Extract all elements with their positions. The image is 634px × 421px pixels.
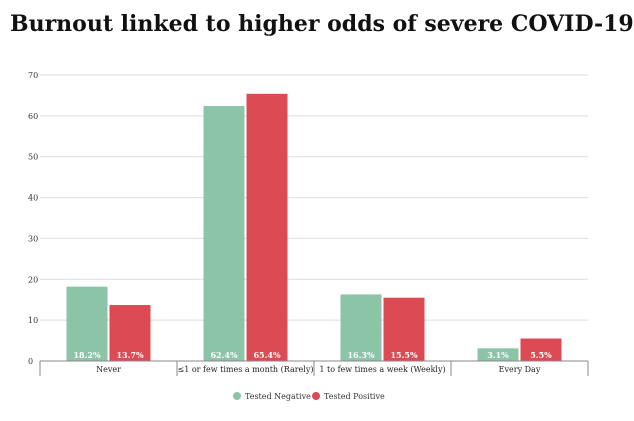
data-label: 62.4% xyxy=(210,350,237,360)
data-label: 16.3% xyxy=(347,350,374,360)
grid-layer xyxy=(40,74,588,321)
bar-tested-negative xyxy=(477,348,519,361)
data-label: 65.4% xyxy=(253,350,280,360)
legend-swatch xyxy=(233,392,241,400)
bar-tested-positive xyxy=(109,305,151,361)
bar-tested-positive xyxy=(520,338,562,361)
legend-label: Tested Negative xyxy=(245,392,311,401)
data-label: 15.5% xyxy=(390,350,417,360)
bar-tested-positive xyxy=(383,297,425,361)
y-tick-label: 0 xyxy=(28,357,33,366)
y-tick-label: 30 xyxy=(28,234,38,243)
data-label: 5.5% xyxy=(530,350,552,360)
y-tick-label: 60 xyxy=(28,112,38,121)
data-label: 3.1% xyxy=(487,350,509,360)
bar-tested-negative xyxy=(340,294,382,361)
y-tick-label: 70 xyxy=(28,71,38,80)
bar-tested-negative xyxy=(66,286,108,361)
category-label: Never xyxy=(96,365,121,374)
category-label: 1 to few times a week (Weekly) xyxy=(319,365,445,374)
y-tick-label: 20 xyxy=(28,275,38,284)
legend: Tested Negative Tested Positive xyxy=(233,392,385,401)
bar-tested-positive xyxy=(246,93,288,362)
category-label: ≤1 or few times a month (Rarely) xyxy=(178,365,314,374)
legend-label: Tested Positive xyxy=(324,392,385,401)
chart-title: Burnout linked to higher odds of severe … xyxy=(10,11,634,37)
bars-layer: 18.2% 13.7% 62.4% 65.4% 16.3% 15.5% 3.1% 5.5% xyxy=(66,93,562,362)
data-label: 18.2% xyxy=(73,350,100,360)
bar-tested-negative xyxy=(203,106,245,362)
data-label: 13.7% xyxy=(116,350,143,360)
axis-layer: 0 10 20 30 40 50 60 70 Never ≤1 or few times a mo… xyxy=(28,71,589,376)
legend-swatch xyxy=(312,392,320,400)
y-tick-label: 50 xyxy=(28,153,38,162)
category-label: Every Day xyxy=(499,365,541,374)
y-tick-label: 40 xyxy=(28,194,38,203)
y-tick-label: 10 xyxy=(28,316,38,325)
